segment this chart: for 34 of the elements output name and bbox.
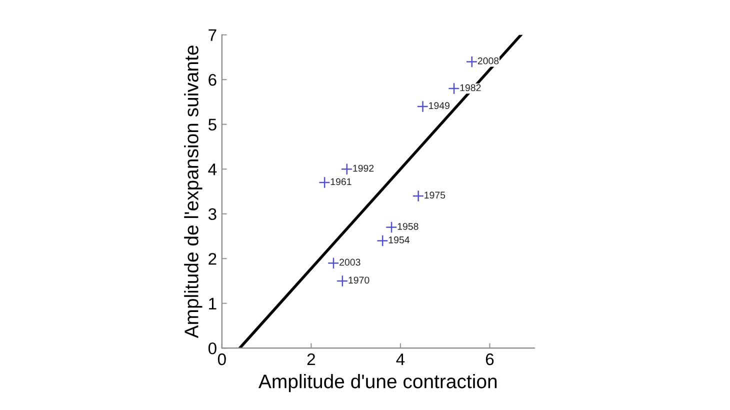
point [340, 163, 353, 176]
annotation: 1992 [353, 164, 374, 172]
x-tick-label: 4 [396, 354, 405, 366]
point [466, 56, 478, 68]
point [448, 82, 460, 95]
point [328, 257, 340, 270]
y-tick-label: 2 [208, 252, 216, 265]
point [318, 176, 331, 189]
point [416, 100, 429, 112]
y-axis-title: Amplitude de l'expansion suivante [184, 46, 202, 338]
y-tick-label: 1 [209, 298, 216, 310]
y-tick-label: 7 [208, 29, 216, 41]
annotation: 1961 [330, 178, 352, 186]
y-tick-label: 3 [208, 208, 216, 220]
annotation: 1975 [424, 192, 446, 199]
annotation: 1949 [429, 102, 450, 110]
annotation: 2008 [478, 57, 499, 64]
annotation: 1970 [348, 276, 370, 284]
annotation: 1958 [398, 222, 418, 230]
annotation: 1982 [460, 84, 481, 92]
y-tick-label: 4 [208, 164, 217, 176]
x-tick-label: 0 [218, 353, 226, 366]
x-axis-title: Amplitude d'une contraction [258, 374, 497, 392]
annotation: 2003 [340, 258, 360, 266]
point [386, 221, 398, 234]
x-tick-label: 6 [486, 353, 494, 366]
point [412, 190, 424, 202]
x-tick-label: 2 [307, 353, 315, 366]
point [376, 234, 389, 247]
y-tick-label: 0 [208, 342, 216, 354]
point [336, 274, 348, 287]
annotation: 1954 [388, 236, 410, 244]
y-tick-label: 5 [208, 118, 216, 131]
y-tick-label: 6 [208, 74, 216, 86]
